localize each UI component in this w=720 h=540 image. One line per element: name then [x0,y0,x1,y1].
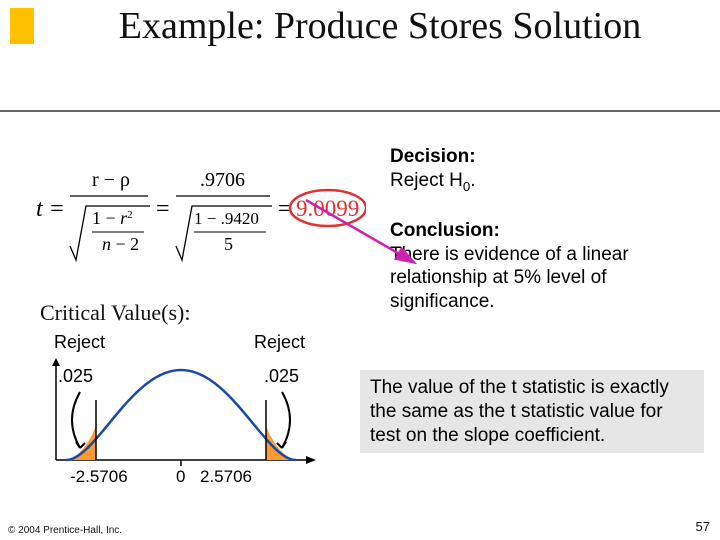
accent-bar [10,8,34,44]
decision-heading: Decision: [390,146,476,167]
svg-text:.025: .025 [58,366,93,386]
formula-num: r − ρ [92,169,130,191]
formula-mid-den-den: 5 [224,234,233,254]
decision-text-post: . [470,170,475,191]
svg-text:n − 2: n − 2 [102,234,139,254]
formula-mid-num: .9706 [200,169,245,191]
svg-text:2.5706: 2.5706 [200,467,252,486]
formula-result: 9.0099 [296,196,359,221]
slide-title: Example: Produce Stores Solution [100,6,660,47]
svg-text:Reject: Reject [254,332,305,352]
conclusion-text: There is evidence of a linear relationsh… [390,244,629,313]
formula-mid-den-num: 1 − .9420 [194,209,259,228]
page-number: 57 [696,519,710,534]
conclusion-block: Conclusion: There is evidence of a linea… [390,219,700,314]
t-distribution-diagram: Reject Reject .025 .025 -2.5706 0 2.5706 [36,330,326,500]
svg-text:0: 0 [176,467,185,486]
svg-text:1 − r2: 1 − r2 [92,208,133,228]
decision-text-pre: Reject H [390,170,463,191]
conclusion-heading: Conclusion: [390,220,500,241]
critical-values-label: Critical Value(s): [40,300,191,326]
callout-box: The value of the t statistic is exactly … [360,370,704,453]
formula-lhs: t = [36,196,65,222]
copyright: © 2004 Prentice-Hall, Inc. [8,525,122,536]
svg-text:Reject: Reject [54,332,105,352]
svg-text:=: = [156,196,170,222]
title-underline [0,110,720,112]
svg-text:-2.5706: -2.5706 [70,467,128,486]
right-column: Decision: Reject H0. Conclusion: There i… [390,145,700,314]
formula: t = r − ρ 1 − r2 n − 2 = .9706 1 − .9420… [36,158,366,266]
decision-block: Decision: Reject H0. [390,145,700,195]
slide: Example: Produce Stores Solution t = r −… [0,0,720,540]
svg-text:.025: .025 [264,366,299,386]
